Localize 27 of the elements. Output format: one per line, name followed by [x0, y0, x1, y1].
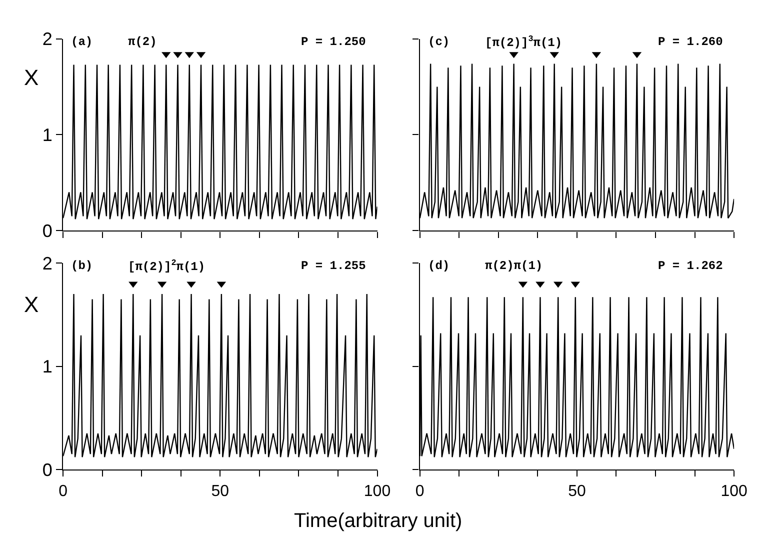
y-tick-label: 0	[42, 460, 52, 480]
annotation: (d)	[428, 259, 450, 273]
y-tick-label: 1	[42, 125, 52, 146]
x-axis-title: Time(arbitrary unit)	[294, 510, 462, 532]
annotation: P = 1.250	[301, 35, 366, 49]
x-tick-label: 100	[364, 482, 391, 500]
y-tick-label: 2	[42, 253, 52, 274]
x-tick-label: 0	[58, 482, 68, 500]
x-tick-label: 50	[211, 482, 230, 500]
x-tick-label: 50	[568, 482, 586, 500]
x-tick-label: 100	[720, 482, 748, 500]
annotation: (c)	[428, 35, 450, 49]
x-tick-label: 0	[415, 482, 424, 500]
annotation: π(2)	[128, 35, 157, 49]
y-axis-title: X	[24, 65, 39, 90]
annotation: [π(2)]$^{3}$π(1)	[485, 34, 562, 50]
annotation: (b)	[71, 259, 93, 273]
y-tick-label: 1	[42, 356, 52, 377]
annotation: P = 1.255	[301, 259, 366, 273]
annotation: (a)	[71, 35, 93, 49]
annotation: [π(2)]$^{2}$π(1)	[128, 258, 206, 274]
annotation: P = 1.260	[658, 35, 723, 49]
annotation: π(2)π(1)	[485, 259, 543, 273]
y-tick-label: 2	[42, 29, 52, 50]
y-tick-label: 0	[42, 220, 52, 241]
y-axis-title: X	[24, 292, 39, 317]
annotation: P = 1.262	[658, 259, 723, 273]
